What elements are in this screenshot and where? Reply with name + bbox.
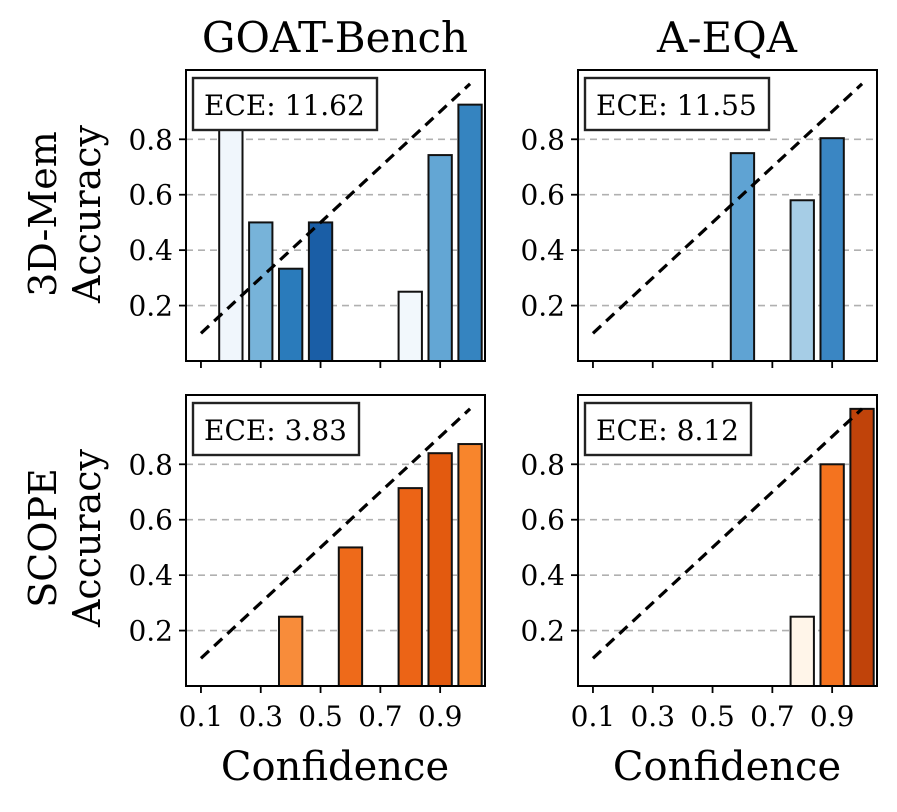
y-tick-label: 0.4 (128, 559, 173, 592)
perfect-calibration-line (199, 407, 472, 660)
accuracy-bar (819, 137, 845, 362)
accuracy-bar (277, 267, 304, 362)
y-tick-label: 0.4 (128, 234, 173, 267)
accuracy-bar (729, 152, 756, 362)
y-tick-label: 0.2 (520, 615, 565, 648)
accuracy-bar (427, 452, 453, 688)
ece-box (583, 401, 753, 457)
ece-box (191, 401, 361, 457)
axes-frame (577, 69, 878, 362)
accuracy-bar (307, 221, 334, 362)
accuracy-bar (397, 290, 423, 363)
ece-label: ECE: 3.83 (204, 414, 347, 447)
accuracy-bar (849, 407, 875, 687)
accuracy-bar (457, 443, 483, 687)
chart-panel-bottom-right: 0.2 0.4 0.6 0.8 0.1 0.3 0.5 0.7 0.9 ECE: 8.12 (520, 394, 878, 733)
y-tick-label: 0.4 (520, 559, 565, 592)
ece-label: ECE: 11.55 (596, 89, 757, 122)
y-tick-label: 0.6 (520, 504, 565, 537)
axes-frame (185, 69, 486, 362)
y-tick-label: 0.6 (520, 179, 565, 212)
x-tick-label: 0.1 (179, 700, 224, 733)
chart-panel-bottom-left: 0.2 0.4 0.6 0.8 0.1 0.3 0.5 0.7 0.9 ECE: 3.83 (128, 394, 486, 733)
ece-label: ECE: 11.62 (204, 89, 365, 122)
y-tick-label: 0.6 (128, 504, 173, 537)
row-label-scope: SCOPE (21, 468, 65, 608)
row-label-accuracy-top: Accuracy (65, 124, 109, 304)
y-tick-label: 0.6 (128, 179, 173, 212)
accuracy-bar (819, 463, 845, 687)
ece-box (583, 76, 771, 132)
x-tick-label: 0.9 (418, 700, 463, 733)
x-tick-label: 0.3 (238, 700, 283, 733)
accuracy-bar (248, 221, 274, 362)
ece-label: ECE: 8.12 (596, 414, 739, 447)
x-tick-label: 0.5 (298, 700, 343, 733)
column-title-a-eqa: A-EQA (656, 13, 798, 62)
accuracy-bar (789, 615, 815, 688)
accuracy-bar (457, 103, 483, 363)
ece-box (191, 76, 379, 132)
y-tick-label: 0.2 (520, 290, 565, 323)
chart-panel-top-left: 0.2 0.4 0.6 0.8 ECE: 11.62 (128, 69, 486, 368)
axes-frame (577, 394, 878, 687)
y-tick-label: 0.8 (520, 123, 565, 156)
row-label-accuracy-bottom: Accuracy (65, 448, 109, 628)
y-tick-label: 0.4 (520, 234, 565, 267)
y-tick-label: 0.8 (128, 448, 173, 481)
perfect-calibration-line (199, 82, 472, 335)
accuracy-bar (337, 546, 364, 688)
accuracy-bar (789, 199, 815, 362)
x-axis-label-left: Confidence (221, 744, 449, 790)
accuracy-bar (427, 154, 453, 362)
x-tick-label: 0.3 (630, 700, 675, 733)
accuracy-bar (277, 615, 304, 688)
y-tick-label: 0.2 (128, 290, 173, 323)
y-tick-label: 0.8 (520, 448, 565, 481)
row-label-3d-mem: 3D-Mem (21, 131, 65, 297)
y-tick-label: 0.8 (128, 123, 173, 156)
x-axis-label-right: Confidence (613, 744, 841, 790)
axes-frame (185, 394, 486, 687)
y-tick-label: 0.2 (128, 615, 173, 648)
column-title-goat-bench: GOAT-Bench (202, 13, 468, 62)
perfect-calibration-line (591, 407, 864, 660)
x-tick-label: 0.1 (571, 700, 616, 733)
x-tick-label: 0.7 (358, 700, 403, 733)
x-tick-label: 0.5 (690, 700, 735, 733)
x-tick-label: 0.9 (810, 700, 855, 733)
perfect-calibration-line (591, 82, 864, 335)
chart-panel-top-right: 0.2 0.4 0.6 0.8 ECE: 11.55 (520, 69, 878, 368)
accuracy-bar (397, 487, 423, 687)
x-tick-label: 0.7 (750, 700, 795, 733)
